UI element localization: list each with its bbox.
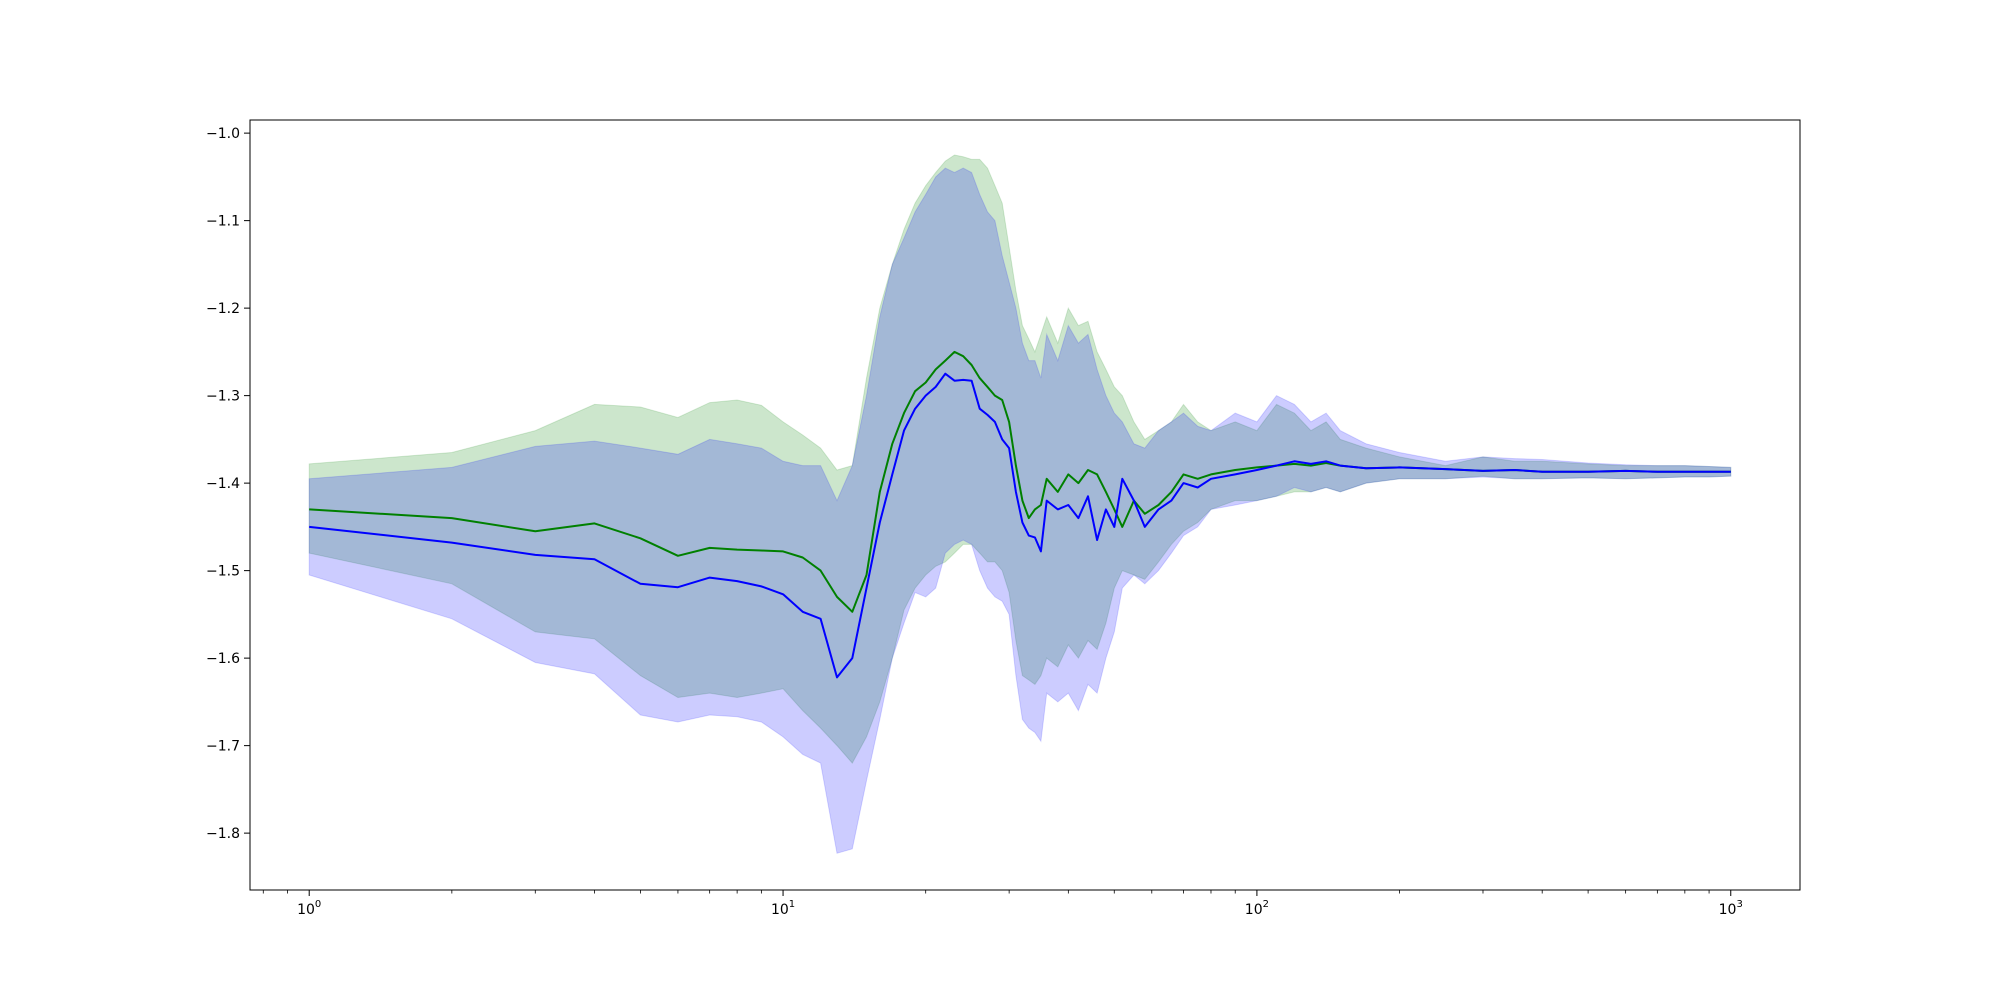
confidence-bands [308,154,1732,854]
y-tick-label: −1.8 [206,826,240,842]
blue-series-line [309,372,1731,679]
y-tick-label: −1.2 [206,301,240,317]
x-tick-label: 103 [1719,899,1743,918]
x-tick-label: 100 [297,899,321,918]
series-lines [309,350,1731,679]
green-confidence-band [308,154,1732,764]
y-tick-label: −1.0 [206,126,240,142]
x-tick-label: 101 [771,899,795,918]
y-tick-label: −1.3 [206,389,240,405]
y-tick-label: −1.4 [206,476,240,492]
y-tick-label: −1.7 [206,739,240,755]
y-tick-label: −1.6 [206,651,240,667]
x-axis: 100 101 102 103 [262,890,1743,918]
x-tick-label: 102 [1245,899,1269,918]
y-tick-label: −1.5 [206,564,240,580]
y-tick-label: −1.1 [206,214,240,230]
plot-frame [249,119,1801,891]
y-axis: −1.0 −1.1 −1.2 −1.3 −1.4 −1.5 −1.6 −1.7 −1.8 [206,126,250,842]
